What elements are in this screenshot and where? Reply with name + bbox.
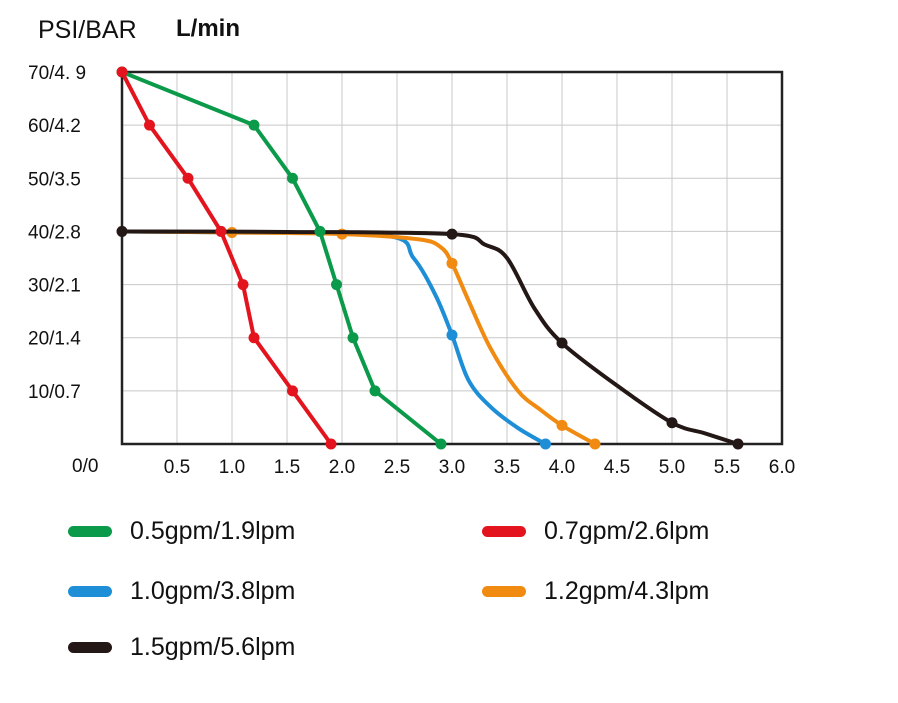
x-tick-label: 0.5 (164, 457, 190, 478)
legend-swatch (482, 586, 526, 597)
data-point-marker (237, 279, 249, 291)
series-line (120, 70, 443, 446)
y-tick-label: 30/2.1 (28, 276, 81, 297)
legend-swatch (68, 526, 112, 537)
tick-labels: 0.5 1.0 1.5 2.0 2.5 3.0 3.5 4.0 4.5 5.0 5.5 6.0 70/4… (28, 63, 795, 478)
x-tick-label: 3.5 (494, 457, 520, 478)
data-point-marker (435, 438, 447, 450)
legend-label: 0.5gpm/1.9lpm (130, 517, 296, 545)
y-tick-label: 20/1.4 (28, 329, 81, 350)
legend-item-green: 0.5gpm/1.9lpm (68, 517, 295, 546)
data-point-marker (182, 172, 194, 184)
data-point-marker (446, 228, 458, 240)
data-point-marker (556, 419, 568, 431)
legend-item-blue: 1.0gpm/3.8lpm (68, 577, 295, 606)
y-tick-label: 50/3.5 (28, 169, 81, 190)
unit-label: L/min (176, 15, 240, 42)
x-tick-label: 2.0 (329, 457, 355, 478)
legend-label: 1.5gpm/5.6lpm (130, 633, 296, 661)
legend-swatch (482, 526, 526, 537)
data-point-marker (287, 172, 298, 184)
y-tick-label: 60/4.2 (28, 116, 81, 137)
data-point-marker (144, 119, 155, 131)
series-line (120, 70, 333, 446)
data-point-marker (287, 385, 298, 397)
data-point-marker (666, 417, 678, 429)
data-point-marker (369, 385, 381, 397)
data-point-marker (215, 225, 227, 237)
origin-label: 0/0 (72, 456, 98, 477)
data-point-marker (248, 332, 260, 344)
y-tick-label: 70/4. 9 (28, 63, 86, 84)
data-point-marker (248, 119, 260, 131)
data-point-marker (116, 66, 128, 78)
y-tick-label: 40/2.8 (28, 222, 81, 243)
plot-frame (120, 70, 784, 446)
x-tick-label: 3.0 (439, 457, 465, 478)
legend-swatch (68, 586, 112, 597)
legend-item-orange: 1.2gpm/4.3lpm (482, 577, 709, 606)
x-tick-label: 4.0 (549, 457, 575, 478)
data-point-marker (116, 225, 128, 237)
data-point-marker (314, 225, 326, 237)
y-tick-label: 10/0.7 (28, 382, 81, 403)
x-tick-label: 5.5 (714, 457, 740, 478)
legend-swatch (68, 642, 112, 653)
x-tick-label: 6.0 (769, 457, 795, 478)
x-tick-label: 5.0 (659, 457, 685, 478)
x-tick-label: 4.5 (604, 457, 630, 478)
series-layer (116, 66, 744, 450)
x-tick-label: 2.5 (384, 457, 410, 478)
data-point-marker (556, 337, 568, 349)
data-point-marker (589, 438, 601, 450)
legend-label: 0.7gpm/2.6lpm (544, 517, 710, 545)
data-point-marker (446, 329, 458, 341)
legend-label: 1.2gpm/4.3lpm (544, 577, 710, 605)
data-point-marker (325, 438, 337, 450)
data-point-marker (446, 257, 458, 269)
legend-label: 1.0gpm/3.8lpm (130, 577, 296, 605)
x-tick-label: 1.0 (219, 457, 245, 478)
legend-item-red: 0.7gpm/2.6lpm (482, 517, 709, 546)
legend-item-black: 1.5gpm/5.6lpm (68, 633, 295, 662)
y-axis-title: PSI/BAR (38, 16, 137, 44)
data-point-marker (540, 438, 551, 450)
data-point-marker (732, 438, 744, 450)
x-tick-label: 1.5 (274, 457, 300, 478)
data-point-marker (331, 279, 342, 291)
data-point-marker (347, 332, 359, 344)
